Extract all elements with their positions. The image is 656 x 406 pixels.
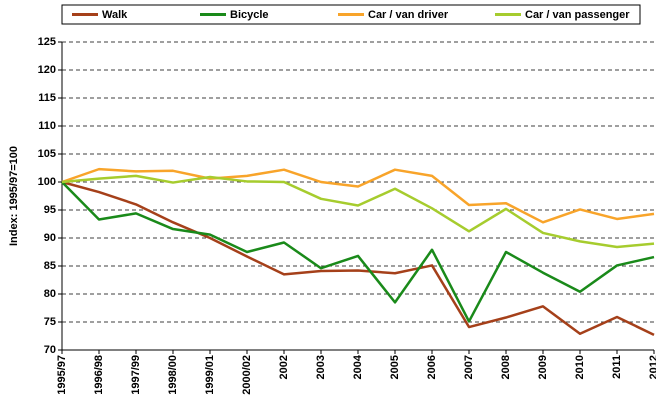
x-tick-label: 2012 <box>648 355 656 379</box>
series-line <box>61 174 655 249</box>
y-tick-label: 105 <box>38 148 56 160</box>
y-tick-label: 70 <box>44 344 56 356</box>
y-tick-label: 125 <box>38 36 56 48</box>
y-tick-label: 115 <box>38 92 56 104</box>
x-tick-label: 2011 <box>611 355 623 379</box>
legend-label: Walk <box>102 9 128 21</box>
x-tick-label: 2010 <box>574 355 586 379</box>
x-tick-label: 2004 <box>352 354 364 379</box>
x-tick-label: 1999/01 <box>204 355 216 395</box>
x-tick-label: 2008 <box>500 355 512 379</box>
x-tick-label: 2006 <box>426 355 438 379</box>
series-line <box>61 180 655 337</box>
legend-label: Bicycle <box>230 9 269 21</box>
x-tick-label: 2007 <box>463 355 475 379</box>
x-tick-label: 2009 <box>537 355 549 379</box>
x-tick-label: 2000/02 <box>241 355 253 395</box>
x-tick-label: 2002 <box>278 355 290 379</box>
series-line <box>61 181 655 323</box>
x-tick-label: 2003 <box>315 355 327 379</box>
y-axis-label: Index: 1995/97=100 <box>8 146 20 246</box>
y-tick-label: 100 <box>38 176 56 188</box>
legend-label: Car / van driver <box>368 9 449 21</box>
legend-label: Car / van passenger <box>525 9 630 21</box>
x-tick-label: 1995/97 <box>56 355 68 395</box>
x-tick-label: 1996/98 <box>93 355 105 395</box>
series-line <box>61 167 655 224</box>
x-tick-label: 1997/99 <box>130 355 142 395</box>
y-tick-label: 80 <box>44 288 56 300</box>
y-tick-label: 85 <box>44 260 56 272</box>
y-tick-label: 120 <box>38 64 56 76</box>
y-tick-label: 110 <box>38 120 56 132</box>
x-tick-label: 1998/00 <box>167 355 179 395</box>
y-tick-label: 75 <box>44 316 56 328</box>
y-tick-label: 95 <box>44 204 56 216</box>
y-tick-label: 90 <box>44 232 56 244</box>
x-tick-label: 2005 <box>389 355 401 379</box>
